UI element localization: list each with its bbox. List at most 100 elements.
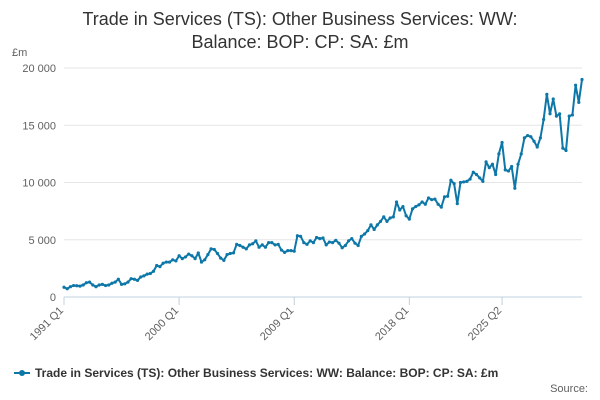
data-point[interactable] bbox=[506, 169, 511, 173]
data-point[interactable] bbox=[391, 215, 395, 219]
data-point[interactable] bbox=[155, 263, 159, 268]
data-point[interactable] bbox=[497, 152, 501, 156]
data-point[interactable] bbox=[65, 287, 69, 291]
data-point[interactable] bbox=[273, 243, 277, 247]
data-point[interactable] bbox=[481, 179, 485, 183]
data-point[interactable] bbox=[107, 283, 111, 287]
data-point[interactable] bbox=[257, 245, 261, 249]
data-point[interactable] bbox=[260, 243, 264, 247]
data-point[interactable] bbox=[510, 164, 514, 169]
data-point[interactable] bbox=[222, 258, 226, 262]
data-point[interactable] bbox=[433, 197, 437, 201]
data-point[interactable] bbox=[327, 240, 331, 244]
data-point[interactable] bbox=[164, 260, 168, 264]
data-point[interactable] bbox=[145, 272, 149, 276]
data-point[interactable] bbox=[490, 162, 495, 166]
data-point[interactable] bbox=[225, 253, 229, 257]
data-point[interactable] bbox=[378, 219, 383, 224]
data-point[interactable] bbox=[519, 152, 523, 156]
data-point[interactable] bbox=[231, 251, 236, 255]
data-point[interactable] bbox=[279, 248, 284, 252]
data-point[interactable] bbox=[458, 180, 463, 185]
data-point[interactable] bbox=[522, 136, 527, 140]
data-point[interactable] bbox=[446, 194, 450, 198]
data-point[interactable] bbox=[116, 277, 120, 281]
data-point[interactable] bbox=[94, 285, 98, 289]
data-point[interactable] bbox=[123, 282, 127, 286]
data-point[interactable] bbox=[196, 251, 200, 255]
data-point[interactable] bbox=[375, 223, 379, 227]
data-point[interactable] bbox=[484, 160, 488, 164]
data-point[interactable] bbox=[503, 168, 507, 172]
data-point[interactable] bbox=[71, 283, 76, 288]
data-point[interactable] bbox=[295, 234, 300, 238]
data-point[interactable] bbox=[129, 277, 133, 281]
data-point[interactable] bbox=[235, 242, 239, 246]
data-point[interactable] bbox=[362, 232, 367, 236]
data-point[interactable] bbox=[308, 239, 312, 243]
data-point[interactable] bbox=[404, 214, 408, 218]
data-point[interactable] bbox=[206, 253, 210, 257]
data-point[interactable] bbox=[219, 256, 223, 260]
data-point[interactable] bbox=[407, 217, 411, 221]
data-point[interactable] bbox=[334, 238, 338, 242]
data-point[interactable] bbox=[455, 202, 459, 206]
data-point[interactable] bbox=[580, 77, 584, 82]
data-point[interactable] bbox=[212, 247, 216, 252]
data-point[interactable] bbox=[337, 241, 341, 245]
data-point[interactable] bbox=[81, 283, 85, 287]
data-point[interactable] bbox=[167, 260, 172, 264]
data-point[interactable] bbox=[471, 170, 475, 174]
data-point[interactable] bbox=[193, 257, 197, 261]
data-point[interactable] bbox=[87, 280, 92, 284]
data-point[interactable] bbox=[215, 251, 220, 256]
data-point[interactable] bbox=[570, 113, 575, 117]
data-point[interactable] bbox=[270, 241, 274, 245]
data-point[interactable] bbox=[97, 283, 101, 287]
data-point[interactable] bbox=[244, 247, 248, 251]
data-point[interactable] bbox=[324, 243, 328, 247]
data-point[interactable] bbox=[439, 205, 443, 209]
data-point[interactable] bbox=[542, 117, 546, 122]
data-point[interactable] bbox=[251, 242, 255, 246]
data-point[interactable] bbox=[311, 241, 316, 245]
data-point[interactable] bbox=[305, 242, 309, 246]
data-point[interactable] bbox=[350, 237, 354, 241]
data-point[interactable] bbox=[343, 243, 347, 248]
data-point[interactable] bbox=[468, 177, 472, 181]
data-point[interactable] bbox=[180, 257, 184, 261]
data-point[interactable] bbox=[420, 200, 424, 204]
data-point[interactable] bbox=[330, 241, 335, 245]
data-point[interactable] bbox=[299, 234, 303, 238]
data-point[interactable] bbox=[478, 176, 482, 180]
data-point[interactable] bbox=[394, 200, 399, 204]
data-point[interactable] bbox=[321, 236, 325, 240]
data-point[interactable] bbox=[203, 258, 207, 262]
data-point[interactable] bbox=[110, 281, 114, 285]
data-point[interactable] bbox=[529, 135, 533, 139]
data-point[interactable] bbox=[423, 202, 427, 206]
data-point[interactable] bbox=[538, 136, 543, 140]
data-point[interactable] bbox=[369, 223, 373, 227]
data-point[interactable] bbox=[388, 216, 392, 220]
data-point[interactable] bbox=[462, 180, 466, 184]
data-point[interactable] bbox=[414, 204, 418, 209]
data-point[interactable] bbox=[564, 148, 568, 153]
data-point[interactable] bbox=[382, 215, 386, 219]
data-point[interactable] bbox=[545, 92, 549, 96]
data-point[interactable] bbox=[103, 283, 108, 288]
data-point[interactable] bbox=[286, 249, 290, 253]
data-point[interactable] bbox=[161, 261, 165, 265]
data-point[interactable] bbox=[452, 182, 456, 186]
data-point[interactable] bbox=[151, 269, 156, 273]
data-point[interactable] bbox=[535, 145, 539, 149]
data-point[interactable] bbox=[247, 243, 252, 247]
data-point[interactable] bbox=[465, 179, 469, 183]
data-point[interactable] bbox=[532, 139, 536, 143]
data-point[interactable] bbox=[449, 178, 453, 182]
data-point[interactable] bbox=[430, 198, 434, 202]
data-point[interactable] bbox=[417, 203, 421, 207]
data-point[interactable] bbox=[551, 97, 555, 101]
data-point[interactable] bbox=[91, 283, 95, 287]
data-point[interactable] bbox=[401, 204, 405, 209]
